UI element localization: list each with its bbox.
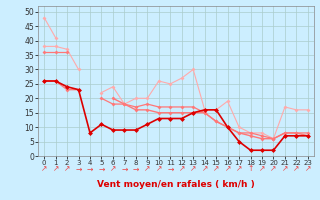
Text: →: → xyxy=(121,164,128,173)
Text: ↗: ↗ xyxy=(110,164,116,173)
Text: →: → xyxy=(87,164,93,173)
Text: →: → xyxy=(133,164,139,173)
Text: ↗: ↗ xyxy=(213,164,219,173)
Text: ↗: ↗ xyxy=(64,164,70,173)
Text: ↗: ↗ xyxy=(144,164,150,173)
Text: ↗: ↗ xyxy=(259,164,265,173)
Text: ↗: ↗ xyxy=(179,164,185,173)
Text: ↗: ↗ xyxy=(52,164,59,173)
Text: →: → xyxy=(75,164,82,173)
Text: ↗: ↗ xyxy=(282,164,288,173)
Text: ↗: ↗ xyxy=(305,164,311,173)
Text: ↗: ↗ xyxy=(202,164,208,173)
Text: ↑: ↑ xyxy=(247,164,254,173)
Text: ↗: ↗ xyxy=(236,164,242,173)
Text: ↗: ↗ xyxy=(190,164,196,173)
Text: ↗: ↗ xyxy=(270,164,277,173)
Text: ↗: ↗ xyxy=(293,164,300,173)
Text: →: → xyxy=(98,164,105,173)
X-axis label: Vent moyen/en rafales ( km/h ): Vent moyen/en rafales ( km/h ) xyxy=(97,180,255,189)
Text: ↗: ↗ xyxy=(41,164,47,173)
Text: ↗: ↗ xyxy=(224,164,231,173)
Text: →: → xyxy=(167,164,173,173)
Text: ↗: ↗ xyxy=(156,164,162,173)
